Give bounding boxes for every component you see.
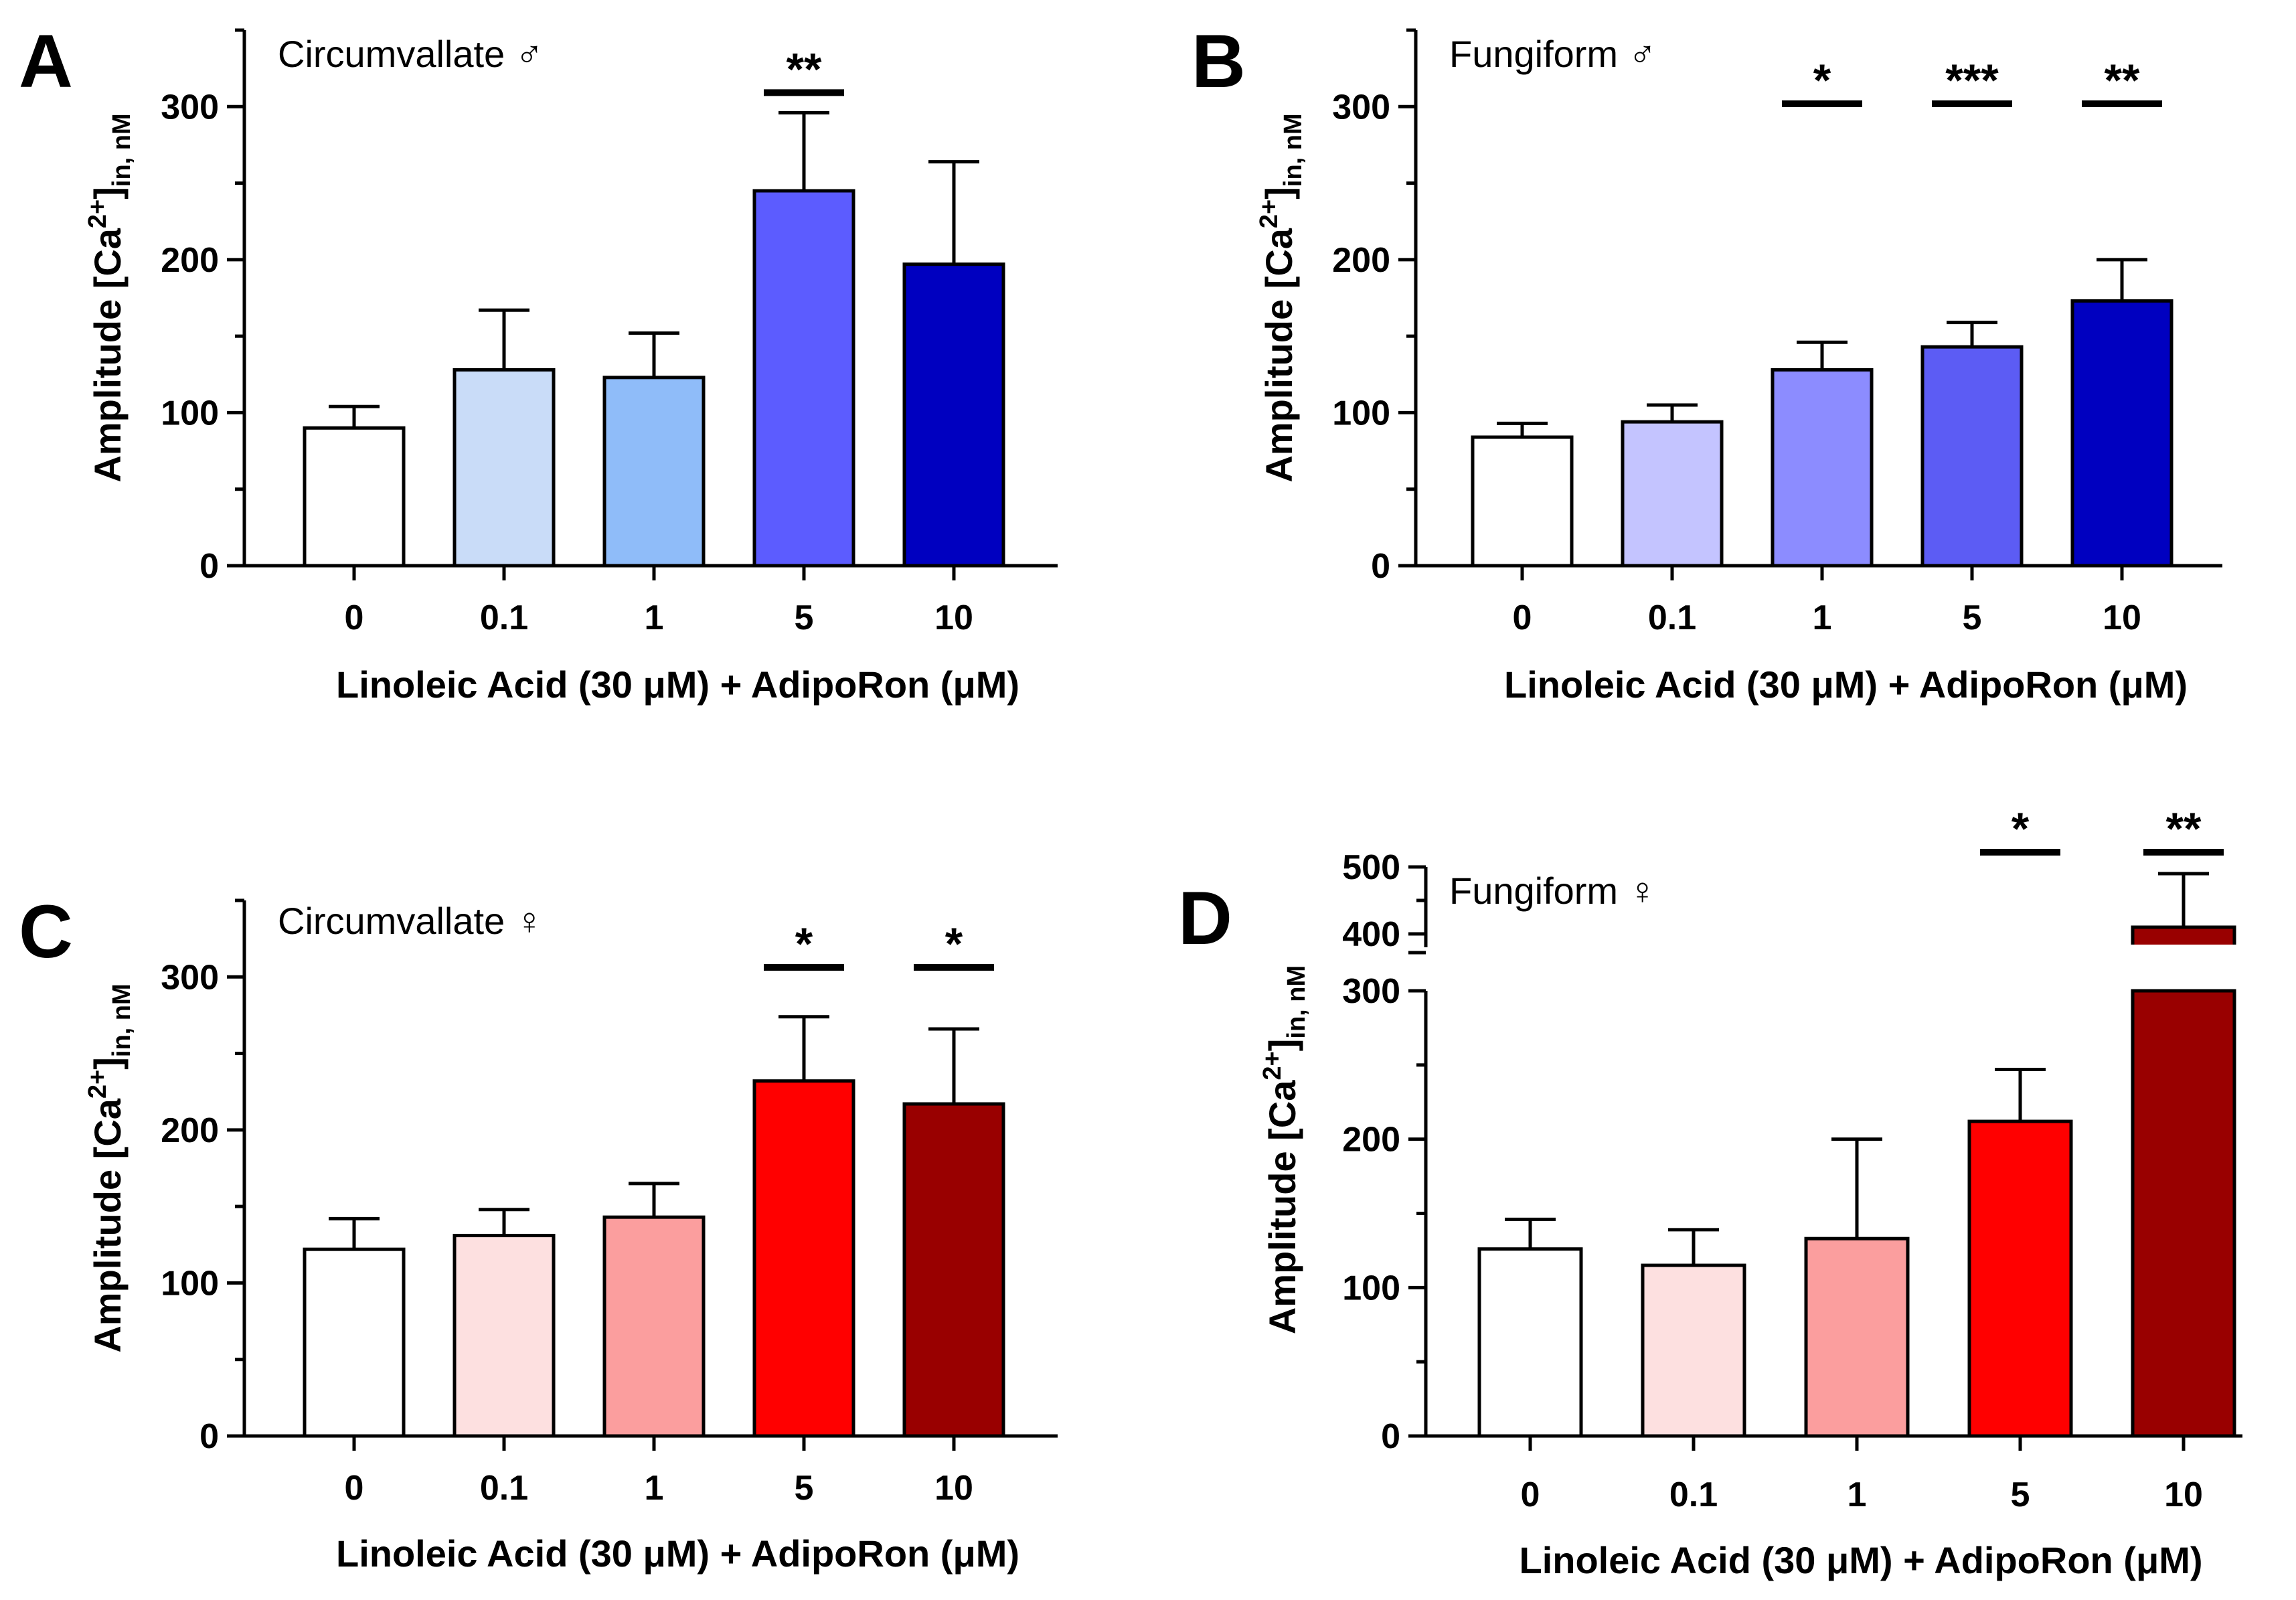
y-tick-label: 200 xyxy=(161,1111,219,1150)
bar xyxy=(1477,1247,1583,1438)
bar xyxy=(2070,299,2174,568)
y-tick-label: 200 xyxy=(1342,1121,1400,1159)
significance-label: ** xyxy=(787,44,822,94)
y-tick-label: 300 xyxy=(161,958,219,997)
panel-letter: C xyxy=(19,890,73,973)
y-tick-label: 0 xyxy=(1371,547,1390,586)
y-tick-label: 0 xyxy=(1381,1417,1400,1456)
significance-label: * xyxy=(1813,55,1831,106)
y-tick-label: 100 xyxy=(1342,1269,1400,1307)
y-axis-label: Amplitude [Ca2+]in, nM xyxy=(1258,965,1311,1334)
y-tick-label: 0 xyxy=(199,547,219,586)
x-tick-label: 5 xyxy=(795,1469,814,1508)
significance-label: * xyxy=(945,918,963,969)
x-tick-label: 5 xyxy=(2011,1475,2030,1514)
bar xyxy=(2131,989,2236,1438)
bar xyxy=(303,1247,406,1438)
significance-label: * xyxy=(795,918,813,969)
bar xyxy=(1471,435,1574,568)
y-tick-label: 300 xyxy=(161,88,219,127)
bar xyxy=(1920,345,2024,568)
x-tick-label: 10 xyxy=(2164,1475,2203,1514)
panel-title: Fungiform ♂ xyxy=(1449,33,1657,75)
x-tick-label: 10 xyxy=(934,598,973,637)
bar xyxy=(1621,420,1724,568)
x-tick-label: 10 xyxy=(934,1469,973,1508)
y-tick-label: 100 xyxy=(1332,394,1390,432)
x-tick-label: 1 xyxy=(645,1469,664,1508)
x-tick-label: 0 xyxy=(345,598,364,637)
y-tick-label: 300 xyxy=(1332,88,1390,127)
y-tick-label: 200 xyxy=(1332,241,1390,280)
x-axis-label: Linoleic Acid (30 μM) + AdipoRon (μM) xyxy=(1519,1539,2202,1581)
y-tick-label: 400 xyxy=(1342,915,1400,954)
significance-label: ** xyxy=(2105,55,2140,106)
bar xyxy=(1804,1236,1910,1438)
x-tick-label: 1 xyxy=(645,598,664,637)
bar xyxy=(1641,1263,1746,1438)
x-tick-label: 1 xyxy=(1848,1475,1867,1514)
bar xyxy=(902,262,1005,568)
bar-upper-segment xyxy=(2131,925,2236,949)
y-tick-label: 300 xyxy=(1342,972,1400,1011)
bar xyxy=(752,189,855,568)
y-tick-label: 100 xyxy=(161,1264,219,1303)
y-tick-label: 500 xyxy=(1342,848,1400,887)
bar xyxy=(752,1079,855,1438)
bar xyxy=(1771,368,1874,568)
panel-letter: B xyxy=(1192,19,1246,103)
bar xyxy=(902,1102,1005,1438)
y-tick-label: 0 xyxy=(199,1417,219,1456)
panel-title: Fungiform ♀ xyxy=(1449,870,1657,912)
x-tick-label: 0 xyxy=(1513,598,1532,637)
panel-letter: A xyxy=(19,19,73,103)
significance-label: *** xyxy=(1945,55,1999,106)
significance-label: * xyxy=(2012,803,2030,854)
y-axis-label: Amplitude [Ca2+]in, nM xyxy=(84,113,136,482)
x-tick-label: 10 xyxy=(2103,598,2141,637)
x-tick-label: 0.1 xyxy=(1648,598,1696,637)
y-tick-label: 200 xyxy=(161,241,219,280)
bar xyxy=(602,1215,706,1438)
bar xyxy=(602,376,706,568)
x-tick-label: 0.1 xyxy=(480,1469,528,1508)
bar xyxy=(453,1234,556,1438)
y-axis-label: Amplitude [Ca2+]in, nM xyxy=(1255,113,1307,482)
panel-letter: D xyxy=(1178,876,1232,960)
panel-title: Circumvallate ♂ xyxy=(278,33,544,75)
y-tick-label: 100 xyxy=(161,394,219,432)
y-axis-label: Amplitude [Ca2+]in, nM xyxy=(84,983,136,1352)
bar xyxy=(303,426,406,568)
x-axis-label: Linoleic Acid (30 μM) + AdipoRon (μM) xyxy=(336,663,1019,706)
bar xyxy=(453,368,556,568)
x-tick-label: 5 xyxy=(1963,598,1982,637)
x-axis-label: Linoleic Acid (30 μM) + AdipoRon (μM) xyxy=(1504,663,2188,706)
x-tick-label: 5 xyxy=(795,598,814,637)
bar xyxy=(1967,1119,2073,1438)
x-axis-label: Linoleic Acid (30 μM) + AdipoRon (μM) xyxy=(336,1532,1019,1575)
significance-label: ** xyxy=(2166,803,2202,854)
x-tick-label: 0.1 xyxy=(480,598,528,637)
x-tick-label: 0 xyxy=(1521,1475,1540,1514)
x-tick-label: 0 xyxy=(345,1469,364,1508)
panel-title: Circumvallate ♀ xyxy=(278,900,544,942)
x-tick-label: 0.1 xyxy=(1669,1475,1718,1514)
x-tick-label: 1 xyxy=(1813,598,1832,637)
